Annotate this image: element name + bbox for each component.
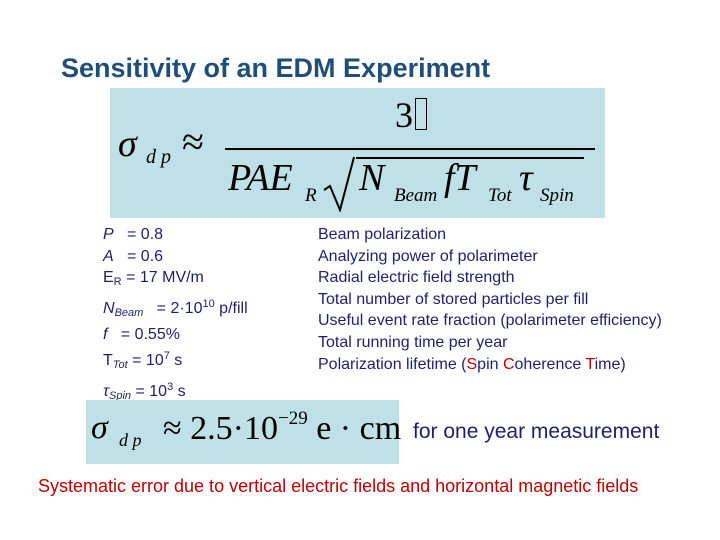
- desc-ttot: Total running time per year: [318, 333, 508, 351]
- desc-er: Radial electric field strength: [318, 269, 515, 287]
- sqrt-bar: [356, 157, 584, 159]
- formula-pae-subscript: R: [305, 185, 317, 206]
- missing-glyph-box: [415, 98, 427, 130]
- parameter-values: P = 0.8 A = 0.6 ER = 17 MV/m NBeam = 2·1…: [103, 224, 248, 407]
- formula-ft: fT: [444, 157, 476, 199]
- formula-sigma: σ: [118, 123, 137, 165]
- formula-numerator: 3: [395, 94, 427, 136]
- formula-sigma-subscript: d p: [146, 146, 171, 168]
- result-formula: σ d p ≈ 2.5·10−29 e · cm: [86, 400, 402, 464]
- desc-a: Analyzing power of polarimeter: [318, 247, 538, 265]
- formula-n-subscript: Beam: [394, 185, 438, 206]
- param-f: f = 0.55%: [103, 326, 180, 344]
- param-nbeam: NBeam = 2·1010 p/fill: [103, 297, 248, 319]
- sensitivity-formula: σ d p ≈ 3 PAE R N Beam fT Tot τ Spin: [110, 88, 605, 218]
- systematic-error-note: Systematic error due to vertical electri…: [38, 476, 639, 496]
- sqrt-icon: [323, 156, 355, 212]
- desc-p: Beam polarization: [318, 226, 447, 243]
- desc-nbeam: Total number of stored particles per fil…: [318, 290, 589, 308]
- formula-n: N: [359, 157, 385, 199]
- param-er: ER = 17 MV/m: [103, 269, 204, 289]
- param-tauspin: τSpin = 103 s: [103, 380, 186, 402]
- param-p: P = 0.8: [103, 226, 164, 243]
- param-a: A = 0.6: [103, 247, 164, 265]
- formula-tau-subscript: Spin: [540, 185, 574, 206]
- page-title: Sensitivity of an EDM Experiment: [61, 53, 491, 83]
- result-value: ≈ 2.5·10−29 e · cm: [163, 408, 402, 447]
- one-year-note: for one year measurement: [413, 420, 660, 443]
- fraction-line: [225, 148, 595, 150]
- parameter-descriptions: Beam polarization Analyzing power of pol…: [318, 224, 662, 375]
- param-ttot: TTot = 107 s: [103, 349, 183, 371]
- formula-ft-subscript: Tot: [488, 185, 512, 206]
- result-sigma-subscript: d p: [119, 430, 142, 450]
- result-sigma: σ: [91, 409, 108, 446]
- desc-tauspin: Polarization lifetime (Spin Coherence Ti…: [318, 355, 626, 373]
- desc-f: Useful event rate fraction (polarimeter …: [318, 312, 662, 330]
- formula-tau: τ: [519, 157, 533, 199]
- formula-pae: PAE: [228, 157, 293, 199]
- formula-approx: ≈: [182, 119, 204, 164]
